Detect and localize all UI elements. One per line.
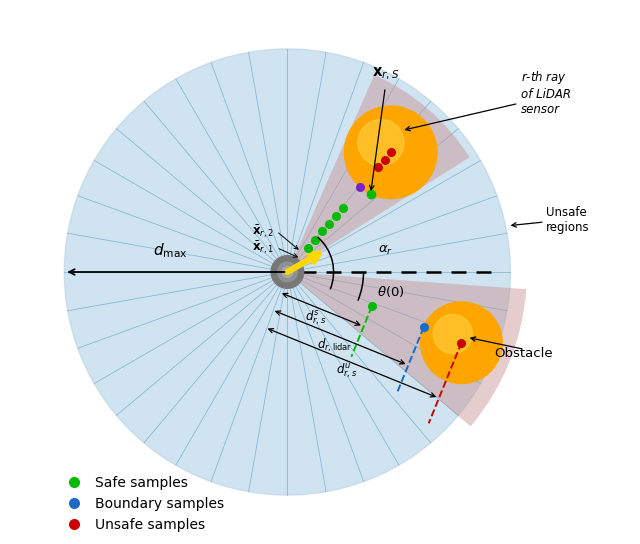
Text: $\theta(0)$: $\theta(0)$	[377, 283, 404, 299]
Text: $d^u_{r,s}$: $d^u_{r,s}$	[336, 362, 357, 380]
Text: $\mathbf{x}_{r,S}$: $\mathbf{x}_{r,S}$	[372, 65, 399, 82]
Circle shape	[433, 314, 472, 354]
Wedge shape	[287, 75, 470, 272]
Text: $\bar{\mathbf{x}}_{r,1}$: $\bar{\mathbf{x}}_{r,1}$	[252, 239, 274, 256]
Text: $r$-th ray
of LiDAR
sensor: $r$-th ray of LiDAR sensor	[521, 69, 572, 116]
Text: $d_{r,\mathrm{lidar}}$: $d_{r,\mathrm{lidar}}$	[317, 337, 353, 354]
Text: Obstacle: Obstacle	[495, 347, 554, 360]
Circle shape	[278, 262, 297, 282]
Text: $\bar{\mathbf{x}}_{r,2}$: $\bar{\mathbf{x}}_{r,2}$	[252, 223, 274, 239]
Circle shape	[282, 267, 293, 277]
Circle shape	[358, 120, 404, 166]
Text: Unsafe
regions: Unsafe regions	[546, 206, 589, 234]
Circle shape	[420, 302, 502, 384]
Text: $d^s_{r,s}$: $d^s_{r,s}$	[305, 308, 326, 327]
Text: $\alpha_r$: $\alpha_r$	[378, 244, 393, 257]
Wedge shape	[287, 272, 526, 426]
Text: $d_{\mathrm{max}}$: $d_{\mathrm{max}}$	[153, 242, 188, 260]
Legend: Safe samples, Boundary samples, Unsafe samples: Safe samples, Boundary samples, Unsafe s…	[55, 470, 230, 537]
Circle shape	[65, 49, 511, 495]
Circle shape	[271, 256, 304, 288]
Circle shape	[344, 106, 437, 199]
